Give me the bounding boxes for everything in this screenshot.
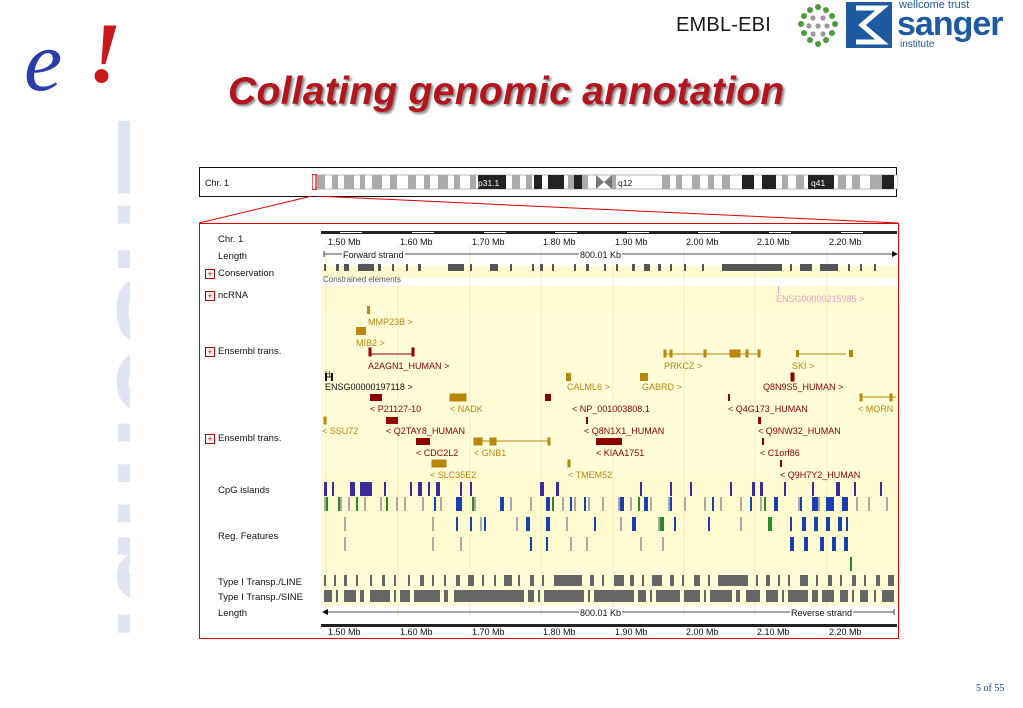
track-label-ensembl-fwd: Ensembl trans. xyxy=(218,346,282,357)
track-label-length-bottom: Length xyxy=(218,608,248,619)
track-label-chr: Chr. 1 xyxy=(218,234,244,245)
gene-label[interactable]: < KIAA1751 xyxy=(596,448,645,458)
expand-ncrna-button[interactable]: + xyxy=(205,291,215,301)
ensembl-logo: e ! xyxy=(24,5,121,106)
constrained-elements-label: Constrained elements xyxy=(323,275,401,284)
gene-label[interactable]: < TMEM52 xyxy=(568,470,613,480)
sanger-logo-mark xyxy=(846,2,892,48)
scale-tick-bottom: 1.90 Mb xyxy=(615,627,648,637)
gene-label[interactable]: < NP_001003808.1 xyxy=(572,404,650,414)
detail-panel: Chr. 1 Length + Conservation + ncRNA + E… xyxy=(199,223,899,639)
ensembl-watermark-text: Ensembl xyxy=(90,112,130,640)
band-label-q41: q41 xyxy=(811,178,826,188)
gene-label[interactable]: ENSG00000215985 > xyxy=(776,294,865,304)
chromosome-label: Chr. 1 xyxy=(205,178,230,188)
gene-label[interactable]: MIB2 > xyxy=(356,338,385,348)
scale-tick: 1.80 Mb xyxy=(543,237,576,247)
gene-label[interactable]: < C1orf86 xyxy=(760,448,800,458)
gene-marker: H xyxy=(325,370,331,379)
scale-tick: 2.20 Mb xyxy=(829,237,862,247)
scale-tick-bottom: 1.50 Mb xyxy=(328,627,361,637)
expand-ensembl-fwd-button[interactable]: + xyxy=(205,347,215,357)
scale-tick-bottom: 1.60 Mb xyxy=(400,627,433,637)
track-label-sine: Type I Transp./SINE xyxy=(218,592,304,603)
forward-strand-label: Forward strand xyxy=(342,250,405,260)
gene-label[interactable]: < Q4G173_HUMAN xyxy=(728,404,808,414)
chromosome-ideogram xyxy=(312,174,898,190)
gene-label[interactable]: < MORN xyxy=(858,404,894,414)
scale-tick-bottom: 2.00 Mb xyxy=(686,627,719,637)
sanger-wellcome-text: wellcome trust xyxy=(899,0,970,11)
reverse-strand-label: Reverse strand xyxy=(790,608,854,618)
gene-label[interactable]: PRKCZ > xyxy=(664,361,703,371)
sanger-institute-text: institute xyxy=(900,39,935,50)
expand-conservation-button[interactable]: + xyxy=(205,269,215,279)
slide-title: Collating genomic annotation xyxy=(228,70,785,113)
gene-label[interactable]: < GNB1 xyxy=(474,448,507,458)
scale-tick: 1.70 Mb xyxy=(472,237,505,247)
scale-tick: 2.00 Mb xyxy=(686,237,719,247)
gene-label[interactable]: GABRD > xyxy=(642,382,682,392)
track-label-line: Type I Transp./LINE xyxy=(218,577,302,588)
gene-label[interactable]: Q8N9S5_HUMAN > xyxy=(763,382,844,392)
scale-tick-bottom: 1.70 Mb xyxy=(472,627,505,637)
ensembl-logo-e: e xyxy=(24,13,62,106)
track-label-length: Length xyxy=(218,251,248,262)
ensembl-watermark: Ensembl xyxy=(90,112,130,640)
gene-label[interactable]: CALML6 > xyxy=(567,382,610,392)
gene-label[interactable]: < CDC2L2 xyxy=(416,448,459,458)
chromosome-overview: Chr. 1 p31.1 q12 q41 xyxy=(199,167,898,197)
length-value-top: 800.01 Kb xyxy=(579,250,623,260)
gene-label[interactable]: MMP23B > xyxy=(368,317,413,327)
zoom-connector xyxy=(199,196,899,224)
gene-label[interactable]: ENSG00000197118 > xyxy=(325,382,413,392)
scale-tick: 1.90 Mb xyxy=(615,237,648,247)
embl-ebi-mark-icon xyxy=(798,4,838,47)
band-label-p31: p31.1 xyxy=(478,178,500,188)
gene-label[interactable]: SKI > xyxy=(792,361,815,371)
band-label-q12: q12 xyxy=(618,178,633,188)
gene-label[interactable]: A2AGN1_HUMAN > xyxy=(368,361,450,371)
gene-label[interactable]: < Q8N1X1_HUMAN xyxy=(584,426,665,436)
scale-tick-bottom: 2.10 Mb xyxy=(757,627,790,637)
gene-label[interactable]: < SSU72 xyxy=(322,426,359,436)
gene-label[interactable]: < P21127-10 xyxy=(370,404,422,414)
track-label-cpg: CpG islands xyxy=(218,485,270,496)
scale-tick: 2.10 Mb xyxy=(757,237,790,247)
scale-tick-bottom: 2.20 Mb xyxy=(829,627,862,637)
scale-tick: 1.60 Mb xyxy=(400,237,433,247)
scale-tick: 1.50 Mb xyxy=(328,237,361,247)
gene-label[interactable]: < Q9H7Y2_HUMAN xyxy=(780,470,861,480)
ensembl-logo-exclaim: ! xyxy=(88,5,121,101)
expand-ensembl-rev-button[interactable]: + xyxy=(205,434,215,444)
gene-label[interactable]: < SLC35E2 xyxy=(430,470,477,480)
page-number: 5 of 55 xyxy=(976,683,1005,694)
track-label-ncrna: ncRNA xyxy=(218,290,249,301)
length-value-bottom: 800.01 Kb xyxy=(579,608,623,618)
gene-label[interactable]: < NADK xyxy=(450,404,483,414)
track-label-ensembl-rev: Ensembl trans. xyxy=(218,433,282,444)
track-label-conservation: Conservation xyxy=(218,268,274,279)
embl-ebi-logo: EMBL-EBI xyxy=(676,14,771,36)
sanger-main-text: sanger xyxy=(897,5,1003,43)
scale-tick-bottom: 1.80 Mb xyxy=(543,627,576,637)
track-label-reg: Reg. Features xyxy=(218,531,279,542)
gene-label[interactable]: < Q9NW32_HUMAN xyxy=(758,426,841,436)
sanger-helix-icon xyxy=(856,5,889,45)
gene-label[interactable]: < Q2TAY8_HUMAN xyxy=(386,426,465,436)
track-area xyxy=(321,231,898,627)
